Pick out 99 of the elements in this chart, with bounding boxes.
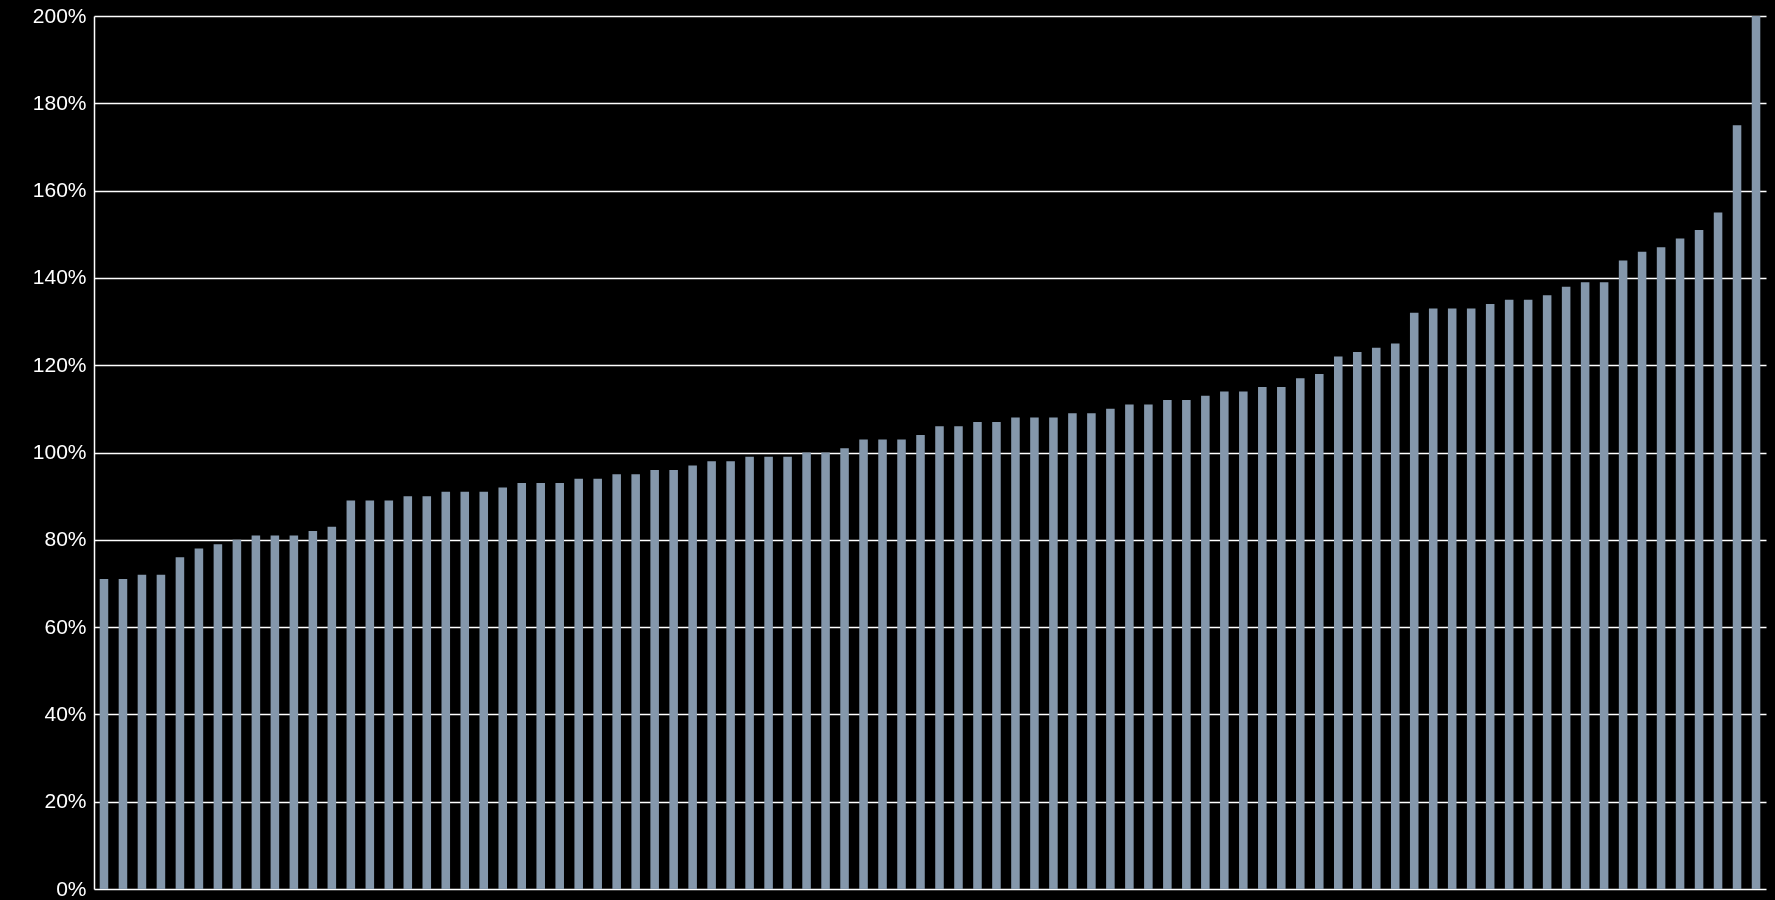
y-tick-label: 200% <box>32 3 87 27</box>
bar <box>289 535 299 889</box>
y-tick-label: 80% <box>44 527 87 551</box>
bar <box>1220 391 1229 889</box>
bar <box>1732 125 1742 889</box>
y-tick-label: 40% <box>44 701 87 725</box>
bar <box>1068 413 1077 889</box>
bar <box>631 474 640 889</box>
bar <box>745 456 754 889</box>
y-tick-label: 100% <box>32 440 87 463</box>
bar <box>669 469 678 889</box>
bar <box>1485 304 1495 889</box>
bar <box>1030 417 1039 889</box>
bar <box>441 491 451 889</box>
bar <box>365 500 375 889</box>
bar <box>574 478 583 889</box>
bar <box>1201 395 1210 889</box>
bar <box>1125 404 1134 889</box>
bar <box>859 439 868 889</box>
y-tick-label: 160% <box>32 178 87 202</box>
bar <box>346 500 356 889</box>
bar <box>1751 16 1761 889</box>
bar <box>555 483 564 889</box>
bar <box>1409 312 1419 889</box>
bar <box>1390 343 1400 889</box>
bar <box>1352 352 1362 889</box>
bar <box>992 421 1001 889</box>
bar <box>1163 400 1172 889</box>
bar <box>118 579 128 889</box>
bar <box>251 535 261 889</box>
bar <box>517 483 526 889</box>
bar <box>973 421 982 889</box>
y-tick-label: 120% <box>32 352 87 376</box>
bar <box>327 526 337 889</box>
bar <box>612 474 621 889</box>
bar <box>232 539 242 889</box>
bar <box>403 496 413 889</box>
bar <box>802 452 811 889</box>
bar <box>764 456 773 889</box>
bar <box>1504 299 1514 889</box>
bar <box>707 461 716 889</box>
bar <box>593 478 602 889</box>
bar <box>1618 260 1628 889</box>
y-tick-label: 60% <box>44 614 87 638</box>
bar <box>137 574 147 889</box>
bar <box>479 491 489 889</box>
bar <box>1106 408 1115 889</box>
bar <box>1694 229 1704 889</box>
bar <box>878 439 887 889</box>
bar <box>650 469 659 889</box>
bar <box>783 456 792 889</box>
bar <box>1239 391 1248 889</box>
y-tick-label: 180% <box>32 90 87 114</box>
bar <box>1656 247 1666 889</box>
bar <box>897 439 906 889</box>
bar <box>498 487 508 889</box>
bar <box>1542 295 1552 889</box>
bar <box>1466 308 1476 889</box>
bar <box>194 548 204 889</box>
bar <box>821 452 830 889</box>
bar <box>1447 308 1457 889</box>
bar <box>1523 299 1533 889</box>
bar <box>384 500 394 889</box>
bar <box>1315 373 1324 889</box>
bar <box>213 544 223 889</box>
bar <box>536 483 545 889</box>
bar <box>1713 212 1723 889</box>
bar <box>1011 417 1020 889</box>
bar <box>175 557 185 889</box>
bar <box>954 426 963 889</box>
y-tick-label: 0% <box>56 876 87 900</box>
bar <box>726 461 735 889</box>
bar <box>1580 282 1590 889</box>
bar <box>1637 251 1647 889</box>
bar <box>460 491 470 889</box>
bar <box>1675 238 1685 889</box>
bar <box>840 448 849 889</box>
bar <box>1428 308 1438 889</box>
bar <box>688 465 697 889</box>
bar <box>1296 378 1305 889</box>
bar <box>935 426 944 889</box>
bar <box>422 496 432 889</box>
bar <box>1049 417 1058 889</box>
bar <box>270 535 280 889</box>
bar <box>1258 387 1267 889</box>
bar <box>1334 356 1343 889</box>
y-tick-label: 140% <box>32 265 87 289</box>
bar <box>1277 387 1286 889</box>
bar <box>1561 286 1571 889</box>
bar <box>1599 282 1609 889</box>
bar <box>1144 404 1153 889</box>
bar <box>308 531 318 889</box>
bar <box>99 579 109 889</box>
y-tick-label: 20% <box>44 789 87 813</box>
bar <box>1087 413 1096 889</box>
bar <box>156 574 166 889</box>
bar <box>916 435 925 889</box>
bar <box>1182 400 1191 889</box>
bar <box>1371 347 1381 889</box>
